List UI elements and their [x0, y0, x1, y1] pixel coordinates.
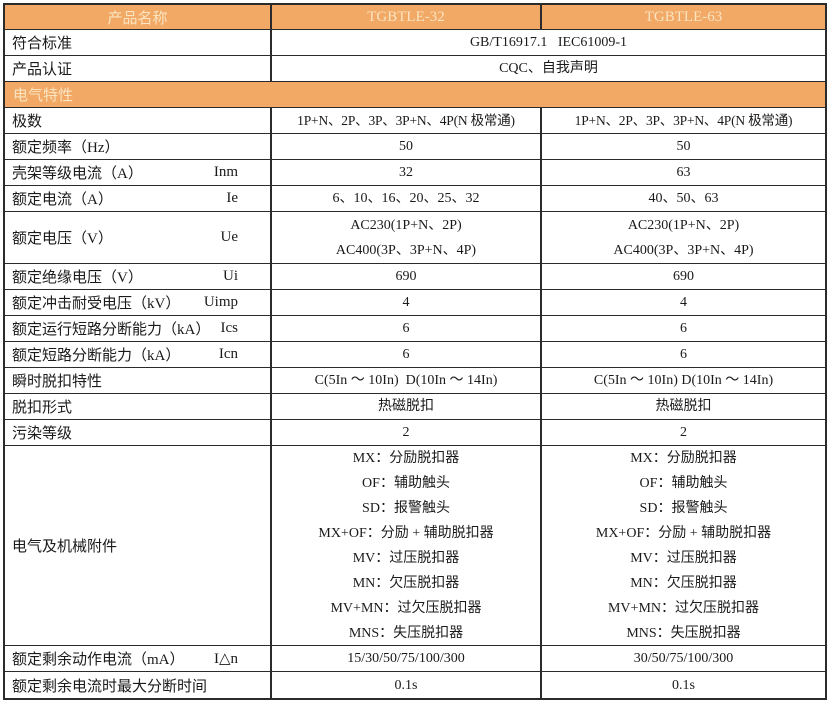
row-rated-frequency: 额定频率（Hz） 50 50 [5, 134, 825, 160]
row-label: 额定电压（V） [12, 231, 113, 247]
value-tgbtle32: 0.1s [272, 672, 542, 698]
value-tgbtle32: 6 [272, 316, 542, 341]
row-value: GB/T16917.1 IEC61009-1 [469, 35, 628, 50]
row-symbol: Uimp [203, 294, 238, 310]
value-tgbtle63: 63 [676, 165, 691, 180]
row-symbol: Ie [226, 190, 238, 206]
row-label: 额定剩余电流时最大分断时间 [12, 678, 208, 695]
value-tgbtle63: 40、50、63 [648, 191, 719, 206]
row-symbol: Inm [213, 164, 238, 180]
row-max-breaking-time: 额定剩余电流时最大分断时间 0.1s 0.1s [5, 672, 825, 698]
row-label: 额定短路分断能力（kA） [12, 348, 181, 364]
value-tgbtle63: 4 [680, 295, 687, 310]
row-insulation-voltage: 额定绝缘电压（V） Ui 690 690 [5, 264, 825, 290]
row-label: 极数 [12, 114, 43, 130]
value-tgbtle32: MX：分励脱扣器 OF：辅助触头 SD：报警触头 MX+OF：分励 + 辅助脱扣… [272, 446, 542, 645]
row-frame-current: 壳架等级电流（A） Inm 32 63 [5, 160, 825, 186]
row-symbol: Ue [220, 229, 239, 245]
value-tgbtle63: 50 [676, 139, 691, 154]
header-model-tgbtle63: TGBTLE-63 [644, 8, 723, 25]
value-tgbtle63: 热磁脱扣 [655, 399, 712, 414]
row-symbol: Ui [223, 268, 238, 284]
row-accessories: 电气及机械附件 MX：分励脱扣器 OF：辅助触头 SD：报警触头 MX+OF：分… [5, 446, 825, 646]
row-pollution-degree: 污染等级 2 2 [5, 420, 825, 446]
value-tgbtle63: 690 [673, 269, 694, 284]
row-service-breaking-capacity: 额定运行短路分断能力（kA） Ics 6 6 [5, 316, 825, 342]
value-tgbtle63: AC230(1P+N、2P) AC400(3P、3P+N、4P) [613, 217, 754, 258]
value-tgbtle32: 热磁脱扣 [272, 394, 542, 419]
value-tgbtle63: 1P+N、2P、3P、3P+N、4P(N 极常通) [574, 113, 793, 128]
section-electrical-characteristics: 电气特性 [5, 82, 825, 108]
row-label: 污染等级 [12, 426, 73, 442]
header-model-tgbtle32: TGBTLE-32 [272, 5, 542, 29]
table-header-row: 产品名称 TGBTLE-32 TGBTLE-63 [5, 5, 825, 30]
row-instantaneous-trip: 瞬时脱扣特性 C(5In ～ 10In) D(10In ～ 14In) C(5I… [5, 368, 825, 394]
row-label: 电气及机械附件 [12, 539, 118, 555]
value-tgbtle32: C(5In ～ 10In) D(10In ～ 14In) [272, 368, 542, 393]
row-label: 符合标准 [12, 36, 73, 52]
value-tgbtle32: 32 [272, 160, 542, 185]
row-trip-type: 脱扣形式 热磁脱扣 热磁脱扣 [5, 394, 825, 420]
row-label: 额定绝缘电压（V） [12, 270, 143, 286]
row-label: 额定电流（A） [12, 192, 113, 208]
value-tgbtle32: 2 [272, 420, 542, 445]
row-label: 额定剩余动作电流（mA） [12, 652, 185, 668]
value-tgbtle32: 4 [272, 290, 542, 315]
value-tgbtle63: 6 [680, 321, 687, 336]
header-product-name: 产品名称 [5, 5, 272, 29]
value-tgbtle32: 690 [272, 264, 542, 289]
row-symbol: Ics [220, 320, 239, 336]
value-tgbtle32: 6 [272, 342, 542, 367]
row-rated-current: 额定电流（A） Ie 6、10、16、20、25、32 40、50、63 [5, 186, 825, 212]
row-ultimate-breaking-capacity: 额定短路分断能力（kA） Icn 6 6 [5, 342, 825, 368]
value-tgbtle32: AC230(1P+N、2P) AC400(3P、3P+N、4P) [272, 212, 542, 263]
row-certification: 产品认证 CQC、自我声明 [5, 56, 825, 82]
value-tgbtle63: MX：分励脱扣器 OF：辅助触头 SD：报警触头 MX+OF：分励 + 辅助脱扣… [595, 450, 772, 641]
value-tgbtle32: 1P+N、2P、3P、3P+N、4P(N 极常通) [272, 108, 542, 133]
row-label: 瞬时脱扣特性 [12, 374, 103, 390]
row-impulse-voltage: 额定冲击耐受电压（kV） Uimp 4 4 [5, 290, 825, 316]
row-label: 脱扣形式 [12, 400, 73, 416]
row-standards: 符合标准 GB/T16917.1 IEC61009-1 [5, 30, 825, 56]
row-label: 壳架等级电流（A） [12, 166, 143, 182]
row-label: 额定冲击耐受电压（kV） [12, 296, 181, 312]
row-label: 额定运行短路分断能力（kA） [12, 322, 211, 338]
value-tgbtle63: 0.1s [672, 677, 695, 693]
row-symbol: I△n [213, 651, 238, 667]
value-tgbtle63: 2 [680, 425, 687, 440]
value-tgbtle32: 15/30/50/75/100/300 [272, 646, 542, 671]
value-tgbtle63: 30/50/75/100/300 [633, 651, 734, 666]
row-rated-voltage: 额定电压（V） Ue AC230(1P+N、2P) AC400(3P、3P+N、4… [5, 212, 825, 264]
row-value: CQC、自我声明 [499, 61, 598, 76]
row-poles: 极数 1P+N、2P、3P、3P+N、4P(N 极常通) 1P+N、2P、3P、… [5, 108, 825, 134]
row-label: 额定频率（Hz） [12, 140, 120, 156]
value-tgbtle63: C(5In ～ 10In) D(10In ～ 14In) [593, 373, 774, 388]
value-tgbtle32: 6、10、16、20、25、32 [272, 186, 542, 211]
row-label: 产品认证 [12, 62, 73, 78]
value-tgbtle32: 50 [272, 134, 542, 159]
value-tgbtle63: 6 [680, 347, 687, 362]
row-symbol: Icn [218, 346, 238, 362]
row-residual-current: 额定剩余动作电流（mA） I△n 15/30/50/75/100/300 30/5… [5, 646, 825, 672]
product-spec-table: 产品名称 TGBTLE-32 TGBTLE-63 符合标准 GB/T16917.… [3, 3, 827, 700]
